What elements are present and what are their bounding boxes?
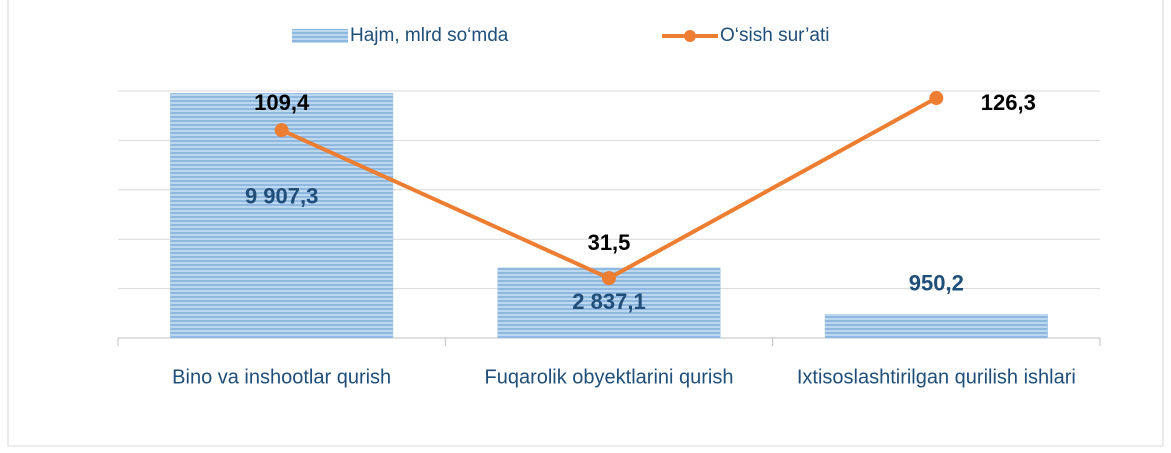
line-value-label: 126,3: [981, 90, 1036, 115]
legend-label: Hajm, mlrd so‘mda: [350, 25, 509, 46]
x-tick-label: Ixtisoslashtirilgan qurilish ishlari: [797, 366, 1076, 388]
line-value-label: 109,4: [254, 90, 310, 115]
line-marker: [274, 123, 289, 138]
legend-marker: [684, 30, 696, 42]
line-value-label: 31,5: [588, 230, 631, 255]
line-marker: [602, 271, 616, 286]
bar: [824, 314, 1048, 339]
line-marker: [929, 91, 944, 106]
legend-swatch: [292, 29, 348, 43]
bar-value-label: 2 837,1: [572, 289, 645, 314]
legend-label: O‘sish sur’ati: [720, 25, 829, 46]
bar-value-label: 950,2: [909, 270, 964, 295]
bar-value-label: 9 907,3: [245, 183, 318, 208]
x-tick-label: Bino va inshootlar qurish: [172, 366, 391, 388]
x-tick-label: Fuqarolik obyektlarini qurish: [484, 366, 733, 388]
